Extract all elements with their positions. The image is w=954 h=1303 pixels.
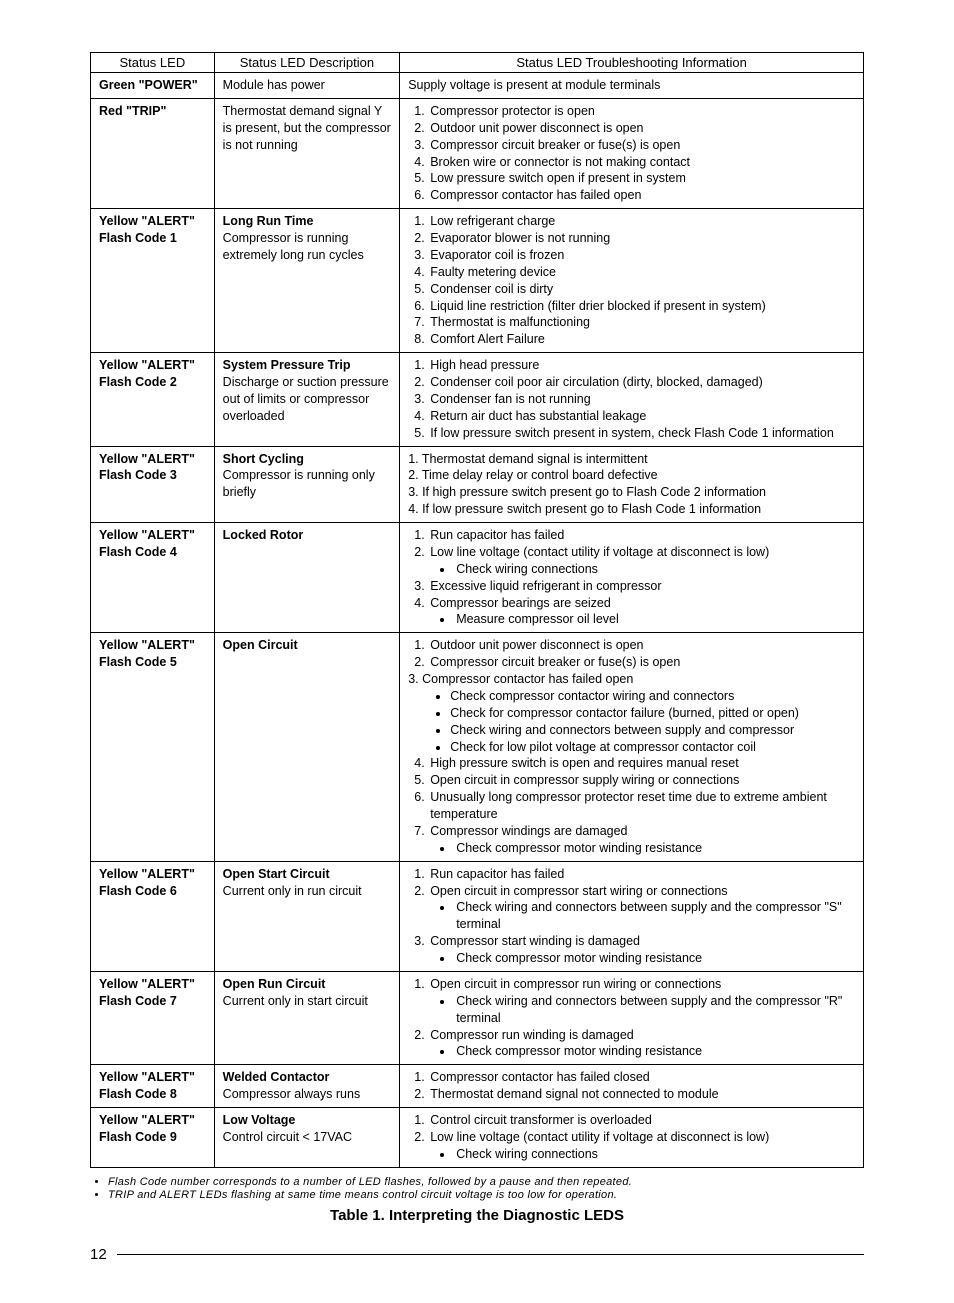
led-cell: Yellow "ALERT"Flash Code 6 [91, 861, 215, 971]
trouble-cell: Compressor protector is openOutdoor unit… [400, 98, 864, 208]
led-cell: Yellow "ALERT"Flash Code 4 [91, 523, 215, 633]
trouble-cell: Compressor contactor has failed closedTh… [400, 1065, 864, 1108]
desc-cell: Thermostat demand signal Y is present, b… [214, 98, 400, 208]
desc-cell: Open Circuit [214, 633, 400, 861]
table-row: Yellow "ALERT"Flash Code 2System Pressur… [91, 353, 864, 446]
page-number: 12 [90, 1246, 107, 1263]
led-cell: Red "TRIP" [91, 98, 215, 208]
footnotes: Flash Code number corresponds to a numbe… [108, 1176, 864, 1201]
footnote-2: TRIP and ALERT LEDs flashing at same tim… [108, 1189, 864, 1201]
trouble-cell: High head pressureCondenser coil poor ai… [400, 353, 864, 446]
table-header-row: Status LED Status LED Description Status… [91, 53, 864, 73]
table-row: Yellow "ALERT"Flash Code 5Open CircuitOu… [91, 633, 864, 861]
led-cell: Yellow "ALERT"Flash Code 1 [91, 209, 215, 353]
trouble-cell: Run capacitor has failedOpen circuit in … [400, 861, 864, 971]
desc-cell: Short CyclingCompressor is running only … [214, 446, 400, 523]
page-footer: 12 [90, 1246, 864, 1263]
desc-cell: Open Start CircuitCurrent only in run ci… [214, 861, 400, 971]
table-row: Yellow "ALERT"Flash Code 9Low VoltageCon… [91, 1108, 864, 1168]
table-row: Red "TRIP"Thermostat demand signal Y is … [91, 98, 864, 208]
header-desc: Status LED Description [214, 53, 400, 73]
led-cell: Yellow "ALERT"Flash Code 9 [91, 1108, 215, 1168]
trouble-cell: Run capacitor has failedLow line voltage… [400, 523, 864, 633]
desc-cell: Locked Rotor [214, 523, 400, 633]
led-cell: Yellow "ALERT"Flash Code 5 [91, 633, 215, 861]
desc-cell: Module has power [214, 73, 400, 99]
led-cell: Yellow "ALERT"Flash Code 2 [91, 353, 215, 446]
trouble-cell: 1. Thermostat demand signal is intermitt… [400, 446, 864, 523]
desc-cell: Welded ContactorCompressor always runs [214, 1065, 400, 1108]
table-row: Yellow "ALERT"Flash Code 6Open Start Cir… [91, 861, 864, 971]
led-cell: Yellow "ALERT"Flash Code 7 [91, 971, 215, 1064]
desc-cell: Long Run TimeCompressor is running extre… [214, 209, 400, 353]
led-cell: Yellow "ALERT"Flash Code 8 [91, 1065, 215, 1108]
desc-cell: Low VoltageControl circuit < 17VAC [214, 1108, 400, 1168]
trouble-cell: Outdoor unit power disconnect is openCom… [400, 633, 864, 861]
table-row: Yellow "ALERT"Flash Code 4Locked RotorRu… [91, 523, 864, 633]
led-cell: Yellow "ALERT"Flash Code 3 [91, 446, 215, 523]
table-row: Yellow "ALERT"Flash Code 8Welded Contact… [91, 1065, 864, 1108]
table-row: Green "POWER"Module has powerSupply volt… [91, 73, 864, 99]
trouble-cell: Control circuit transformer is overloade… [400, 1108, 864, 1168]
header-trouble: Status LED Troubleshooting Information [400, 53, 864, 73]
diagnostic-table: Status LED Status LED Description Status… [90, 52, 864, 1168]
trouble-cell: Open circuit in compressor run wiring or… [400, 971, 864, 1064]
table-row: Yellow "ALERT"Flash Code 1Long Run TimeC… [91, 209, 864, 353]
desc-cell: Open Run CircuitCurrent only in start ci… [214, 971, 400, 1064]
trouble-cell: Supply voltage is present at module term… [400, 73, 864, 99]
footnote-1: Flash Code number corresponds to a numbe… [108, 1176, 864, 1188]
header-led: Status LED [91, 53, 215, 73]
table-row: Yellow "ALERT"Flash Code 3Short CyclingC… [91, 446, 864, 523]
table-caption: Table 1. Interpreting the Diagnostic LED… [90, 1207, 864, 1224]
trouble-cell: Low refrigerant chargeEvaporator blower … [400, 209, 864, 353]
table-row: Yellow "ALERT"Flash Code 7Open Run Circu… [91, 971, 864, 1064]
desc-cell: System Pressure TripDischarge or suction… [214, 353, 400, 446]
led-cell: Green "POWER" [91, 73, 215, 99]
footer-rule [117, 1254, 864, 1255]
